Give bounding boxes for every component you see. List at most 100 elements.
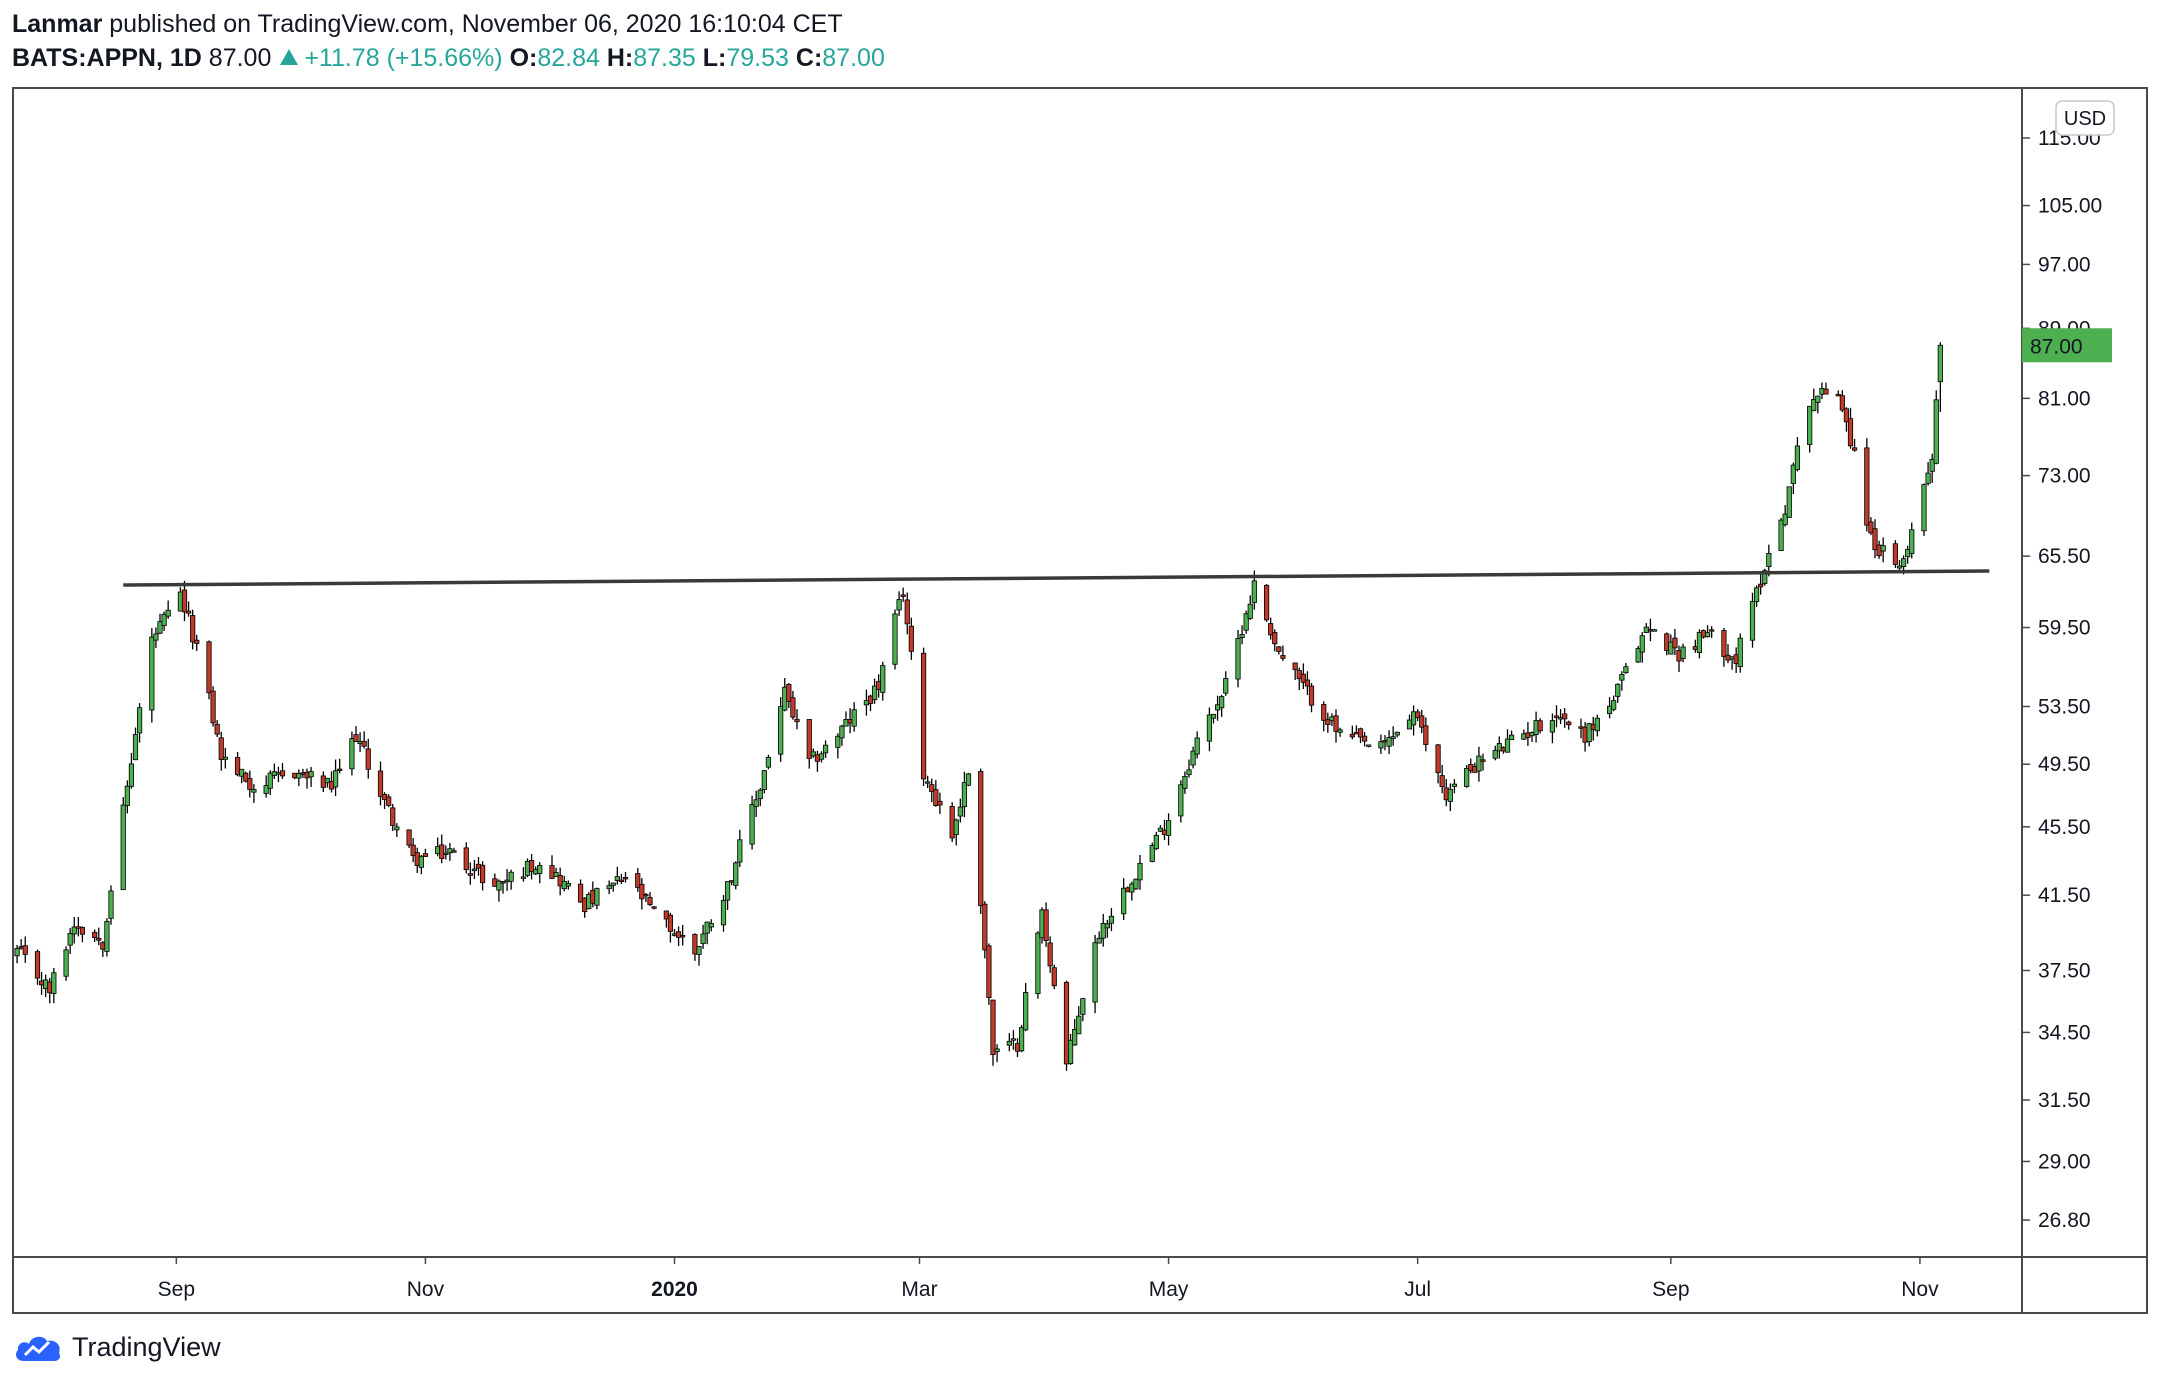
candle-body[interactable]: [1235, 638, 1241, 680]
candle-body[interactable]: [1190, 750, 1196, 766]
candle-body[interactable]: [704, 921, 710, 934]
candle-body[interactable]: [222, 756, 228, 760]
candle-body[interactable]: [308, 771, 314, 778]
candle-body[interactable]: [929, 784, 935, 792]
candle-body[interactable]: [1476, 755, 1482, 772]
candle-body[interactable]: [692, 934, 698, 955]
candle-body[interactable]: [1709, 629, 1715, 632]
candle-body[interactable]: [1390, 736, 1396, 739]
candle-body[interactable]: [871, 685, 878, 701]
candle-body[interactable]: [1537, 720, 1543, 732]
candle-body[interactable]: [749, 804, 755, 845]
candle-body[interactable]: [324, 777, 331, 784]
candle-body[interactable]: [937, 800, 943, 806]
candle-body[interactable]: [904, 599, 910, 625]
candle-body[interactable]: [822, 744, 829, 754]
candle-body[interactable]: [696, 946, 702, 955]
candle-body[interactable]: [986, 945, 992, 998]
candle-body[interactable]: [1900, 558, 1907, 567]
candle-body[interactable]: [1153, 834, 1159, 850]
candle-body[interactable]: [120, 804, 126, 891]
candle-body[interactable]: [1239, 634, 1245, 638]
candle-body[interactable]: [1010, 1038, 1017, 1041]
candle-body[interactable]: [1194, 737, 1200, 755]
candle-body[interactable]: [104, 921, 110, 952]
candle-body[interactable]: [1696, 631, 1703, 653]
candle-body[interactable]: [479, 864, 486, 884]
candle-body[interactable]: [443, 852, 449, 856]
candle-body[interactable]: [251, 789, 257, 793]
candle-body[interactable]: [520, 876, 527, 879]
candle-body[interactable]: [181, 589, 188, 613]
candle-body[interactable]: [206, 641, 212, 694]
candle-body[interactable]: [1737, 637, 1743, 668]
candle-body[interactable]: [1782, 513, 1788, 526]
candle-body[interactable]: [1786, 486, 1792, 518]
candle-body[interactable]: [614, 876, 620, 881]
candle-body[interactable]: [737, 839, 743, 863]
candle-body[interactable]: [700, 933, 706, 944]
candle-body[interactable]: [1651, 629, 1658, 632]
candle-body[interactable]: [790, 697, 796, 718]
candle-body[interactable]: [1623, 666, 1629, 674]
candle-body[interactable]: [1909, 529, 1915, 554]
candle-body[interactable]: [422, 853, 429, 857]
candle-body[interactable]: [1067, 1039, 1074, 1065]
candle-body[interactable]: [1178, 784, 1184, 817]
candle-body[interactable]: [349, 738, 355, 770]
candle-body[interactable]: [622, 877, 629, 880]
candle-body[interactable]: [451, 850, 457, 853]
tradingview-footer[interactable]: TradingView: [12, 1330, 221, 1364]
candle-body[interactable]: [1292, 662, 1298, 671]
candle-body[interactable]: [708, 923, 714, 928]
candle-body[interactable]: [1619, 674, 1625, 681]
candle-body[interactable]: [1165, 820, 1172, 836]
candle-body[interactable]: [394, 826, 400, 831]
candle-body[interactable]: [1594, 717, 1600, 732]
candle-body[interactable]: [1680, 646, 1686, 659]
candle-body[interactable]: [1378, 741, 1384, 749]
candle-body[interactable]: [1921, 484, 1927, 532]
candle-body[interactable]: [1072, 1028, 1078, 1046]
candle-body[interactable]: [153, 633, 159, 641]
candle-body[interactable]: [810, 751, 816, 757]
candle-body[interactable]: [1243, 613, 1249, 631]
candle-body[interactable]: [185, 610, 192, 614]
candle-body[interactable]: [557, 875, 563, 887]
candle-body[interactable]: [925, 781, 931, 784]
candle-body[interactable]: [1321, 704, 1327, 721]
candle-body[interactable]: [1006, 1040, 1012, 1046]
candle-body[interactable]: [1357, 728, 1364, 738]
candle-body[interactable]: [239, 768, 245, 777]
candle-body[interactable]: [1766, 553, 1772, 568]
candle-body[interactable]: [1304, 679, 1311, 687]
candle-body[interactable]: [1366, 744, 1372, 747]
candle-body[interactable]: [1880, 545, 1886, 552]
candle-body[interactable]: [1762, 570, 1768, 584]
candle-body[interactable]: [1043, 909, 1049, 941]
candle-body[interactable]: [978, 771, 984, 907]
candle-body[interactable]: [1206, 714, 1213, 742]
candle-body[interactable]: [418, 855, 424, 868]
candle-body[interactable]: [1566, 721, 1572, 726]
candle-body[interactable]: [835, 735, 841, 748]
candle-body[interactable]: [1308, 685, 1315, 706]
candle-body[interactable]: [892, 613, 898, 665]
candle-body[interactable]: [165, 609, 171, 617]
candle-body[interactable]: [365, 748, 371, 770]
candle-body[interactable]: [214, 723, 220, 735]
candle-body[interactable]: [1108, 915, 1115, 924]
candle-body[interactable]: [1896, 565, 1903, 569]
candle-body[interactable]: [965, 773, 972, 786]
candle-body[interactable]: [618, 879, 625, 882]
candle-body[interactable]: [353, 734, 359, 743]
candle-body[interactable]: [1018, 1027, 1025, 1052]
candle-body[interactable]: [1611, 700, 1617, 710]
candle-body[interactable]: [1137, 862, 1143, 881]
candle-body[interactable]: [194, 639, 200, 644]
candle-body[interactable]: [1721, 630, 1727, 657]
candle-body[interactable]: [1635, 648, 1641, 663]
candle-body[interactable]: [1451, 783, 1458, 787]
candle-body[interactable]: [761, 770, 767, 791]
candle-body[interactable]: [851, 709, 857, 727]
